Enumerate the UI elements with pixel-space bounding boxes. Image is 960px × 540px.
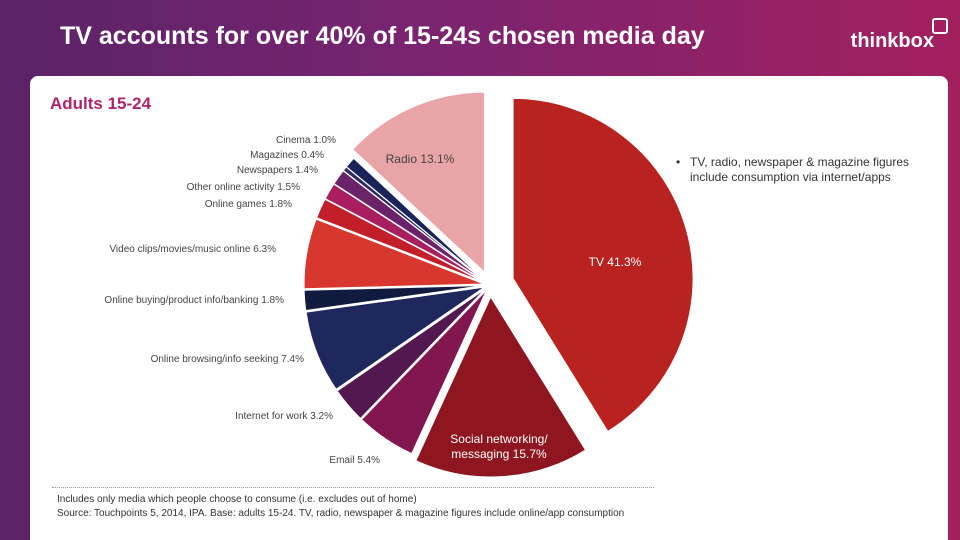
slice-label: Social networking/messaging 15.7% <box>450 432 548 461</box>
logo-square-icon <box>932 18 948 34</box>
pie-slice <box>303 284 485 312</box>
slice-label: Online games 1.8% <box>205 199 292 210</box>
pie-slice <box>352 91 485 274</box>
slice-label: Radio 13.1% <box>386 152 455 166</box>
footnote-line-1: Includes only media which people choose … <box>57 494 417 505</box>
slice-label: Internet for work 3.2% <box>235 411 333 422</box>
slice-label: Online buying/product info/banking 1.8% <box>104 295 284 306</box>
bullet-icon: • <box>676 155 681 169</box>
slice-label: Cinema 1.0% <box>276 135 336 146</box>
slice-label: TV 41.3% <box>589 255 642 269</box>
slice-label: Email 5.4% <box>329 455 380 466</box>
pie-slice <box>305 286 485 390</box>
pie-slice <box>315 198 485 283</box>
slice-label: Magazines 0.4% <box>250 150 324 161</box>
footnote-line-2: Source: Touchpoints 5, 2014, IPA. Base: … <box>57 508 625 519</box>
note-text: TV, radio, newspaper & magazine figures … <box>690 155 910 184</box>
slice-label: Video clips/movies/music online 6.3% <box>109 244 276 255</box>
slice-label: Online browsing/info seeking 7.4% <box>151 354 305 365</box>
pie-slice <box>303 218 485 290</box>
pie-slice <box>415 295 587 478</box>
page-title: TV accounts for over 40% of 15-24s chose… <box>60 22 705 50</box>
slice-label: Newspapers 1.4% <box>237 165 318 176</box>
footnote-divider <box>52 487 654 488</box>
pie-slice <box>336 288 486 420</box>
pie-slice <box>345 157 486 282</box>
pie-slice <box>360 289 488 455</box>
thinkbox-logo[interactable]: thinkbox <box>850 30 934 52</box>
pie-slice <box>324 183 486 283</box>
note-bullet-item: • TV, radio, newspaper & magazine figure… <box>676 155 920 185</box>
pie-slice <box>512 97 694 433</box>
slice-label: Other online activity 1.5% <box>187 182 300 193</box>
chart-subtitle: Adults 15-24 <box>50 94 152 113</box>
